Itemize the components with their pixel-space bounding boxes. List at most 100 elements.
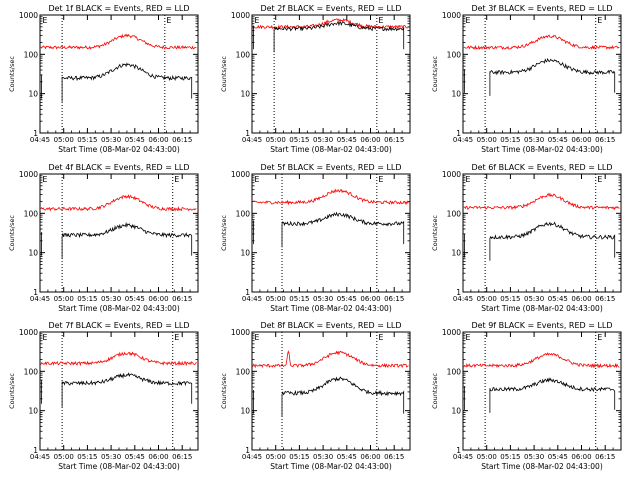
panel-det-9: Det 9f BLACK = Events, RED = LLD 1 10 100 10… — [431, 321, 622, 471]
x-tick-label: 05:45 — [125, 453, 145, 461]
y-tick-label: 100 — [447, 50, 462, 59]
event-marker: E — [174, 333, 179, 342]
x-tick-label: 06:15 — [172, 453, 192, 461]
event-marker: E — [42, 16, 47, 25]
x-tick-label: 05:15 — [77, 295, 97, 303]
x-tick-label: 05:30 — [313, 136, 333, 144]
y-tick-label: 1000 — [231, 328, 250, 337]
y-tick-label: 1000 — [19, 170, 38, 179]
events-series-line — [61, 372, 193, 407]
y-tick-label: 1 — [245, 288, 250, 297]
x-tick-label: 05:45 — [548, 295, 568, 303]
y-axis-label: Counts/sec — [431, 215, 439, 251]
panel-title: Det 5f BLACK = Events, RED = LLD — [260, 163, 401, 172]
x-tick-label: 05:45 — [548, 136, 568, 144]
event-marker: E — [254, 333, 259, 342]
x-tick-label: 05:15 — [289, 136, 309, 144]
x-tick-label: 05:15 — [77, 453, 97, 461]
x-tick-label: 06:00 — [360, 136, 380, 144]
event-marker: E — [378, 333, 383, 342]
event-marker: E — [42, 333, 47, 342]
y-tick-label: 100 — [236, 367, 251, 376]
y-tick-label: 100 — [24, 50, 39, 59]
x-tick-label: 06:00 — [571, 295, 591, 303]
y-tick-label: 1000 — [231, 11, 250, 20]
x-axis-label: Start Time (08-Mar-02 04:43:00) — [58, 304, 180, 313]
y-tick-label: 1 — [456, 288, 461, 297]
y-tick-label: 10 — [28, 407, 38, 416]
x-tick-label: 06:15 — [384, 136, 404, 144]
panel-det-7: Det 7f BLACK = Events, RED = LLD 1 10 100 10… — [8, 321, 199, 471]
x-axis-label: Start Time (08-Mar-02 04:43:00) — [270, 145, 392, 154]
panel-det-5: Det 5f BLACK = Events, RED = LLD 1 10 100 10… — [220, 163, 411, 313]
y-tick-label: 1 — [33, 446, 38, 455]
x-tick-label: 05:00 — [54, 453, 74, 461]
y-axis-label: Counts/sec — [8, 215, 16, 251]
x-tick-label: 05:00 — [477, 453, 497, 461]
x-tick-label: 06:00 — [571, 453, 591, 461]
x-tick-label: 06:00 — [360, 453, 380, 461]
y-tick-label: 100 — [447, 367, 462, 376]
y-tick-label: 1000 — [442, 328, 461, 337]
lld-series-line — [40, 351, 197, 367]
x-tick-label: 06:15 — [172, 295, 192, 303]
x-tick-label: 06:00 — [148, 453, 168, 461]
plot-frame — [39, 331, 199, 451]
lld-series-line — [463, 34, 620, 51]
y-tick-label: 1000 — [19, 11, 38, 20]
y-tick-label: 1 — [456, 129, 461, 138]
lld-series-line — [463, 352, 620, 369]
y-axis-label: Counts/sec — [8, 373, 16, 409]
x-tick-label: 05:15 — [500, 295, 520, 303]
panel-det-6: Det 6f BLACK = Events, RED = LLD 1 10 100 10… — [431, 163, 622, 313]
x-tick-label: 06:00 — [571, 136, 591, 144]
event-marker: E — [465, 175, 470, 184]
y-tick-label: 10 — [28, 90, 38, 99]
y-axis-label: Counts/sec — [220, 56, 228, 92]
panel-title: Det 2f BLACK = Events, RED = LLD — [260, 4, 401, 13]
panel-title: Det 7f BLACK = Events, RED = LLD — [48, 321, 189, 330]
panel-title: Det 6f BLACK = Events, RED = LLD — [471, 163, 612, 172]
x-axis-label: Start Time (08-Mar-02 04:43:00) — [270, 462, 392, 471]
y-tick-label: 100 — [24, 367, 39, 376]
events-series-line — [489, 377, 616, 413]
y-tick-label: 1000 — [442, 11, 461, 20]
x-tick-label: 04:45 — [453, 295, 473, 303]
x-tick-label: 06:15 — [384, 295, 404, 303]
y-axis-label: Counts/sec — [220, 215, 228, 251]
panel-title: Det 1f BLACK = Events, RED = LLD — [48, 4, 189, 13]
x-tick-label: 05:00 — [266, 295, 286, 303]
x-axis-label: Start Time (08-Mar-02 04:43:00) — [481, 462, 603, 471]
x-tick-label: 05:30 — [313, 295, 333, 303]
x-tick-label: 05:00 — [54, 136, 74, 144]
x-tick-label: 05:00 — [477, 136, 497, 144]
event-marker: E — [597, 175, 602, 184]
x-tick-label: 05:30 — [313, 453, 333, 461]
event-marker: E — [597, 16, 602, 25]
x-tick-label: 05:15 — [77, 136, 97, 144]
event-marker: E — [378, 16, 383, 25]
lld-series-line — [463, 192, 620, 211]
events-series-line — [489, 58, 616, 96]
x-tick-label: 04:45 — [30, 295, 50, 303]
x-tick-label: 05:00 — [54, 295, 74, 303]
plot-frame — [462, 173, 622, 293]
x-tick-label: 05:30 — [101, 136, 121, 144]
x-tick-label: 04:45 — [453, 453, 473, 461]
plot-frame — [251, 331, 411, 451]
lld-series-line — [40, 33, 197, 50]
x-tick-label: 05:45 — [125, 295, 145, 303]
x-tick-label: 06:15 — [172, 136, 192, 144]
x-axis-label: Start Time (08-Mar-02 04:43:00) — [481, 145, 603, 154]
plot-frame — [462, 14, 622, 134]
y-tick-label: 10 — [240, 249, 250, 258]
panel-title: Det 4f BLACK = Events, RED = LLD — [48, 163, 189, 172]
panel-title: Det 3f BLACK = Events, RED = LLD — [471, 4, 612, 13]
x-axis-label: Start Time (08-Mar-02 04:43:00) — [270, 304, 392, 313]
x-tick-label: 05:15 — [500, 453, 520, 461]
y-tick-label: 100 — [236, 50, 251, 59]
x-tick-label: 06:00 — [148, 136, 168, 144]
events-series-line — [281, 376, 405, 417]
x-tick-label: 06:15 — [595, 136, 615, 144]
